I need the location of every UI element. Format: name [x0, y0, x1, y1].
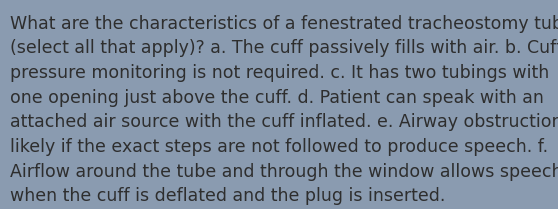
- Text: when the cuff is deflated and the plug is inserted.: when the cuff is deflated and the plug i…: [10, 187, 445, 205]
- Text: likely if the exact steps are not followed to produce speech. f.: likely if the exact steps are not follow…: [10, 138, 548, 156]
- Text: one opening just above the cuff. d. Patient can speak with an: one opening just above the cuff. d. Pati…: [10, 89, 544, 107]
- Text: What are the characteristics of a fenestrated tracheostomy tube: What are the characteristics of a fenest…: [10, 15, 558, 33]
- Text: Airflow around the tube and through the window allows speech: Airflow around the tube and through the …: [10, 163, 558, 181]
- Text: (select all that apply)? a. The cuff passively fills with air. b. Cuff: (select all that apply)? a. The cuff pas…: [10, 39, 558, 57]
- Text: pressure monitoring is not required. c. It has two tubings with: pressure monitoring is not required. c. …: [10, 64, 549, 82]
- Text: attached air source with the cuff inflated. e. Airway obstruction is: attached air source with the cuff inflat…: [10, 113, 558, 131]
